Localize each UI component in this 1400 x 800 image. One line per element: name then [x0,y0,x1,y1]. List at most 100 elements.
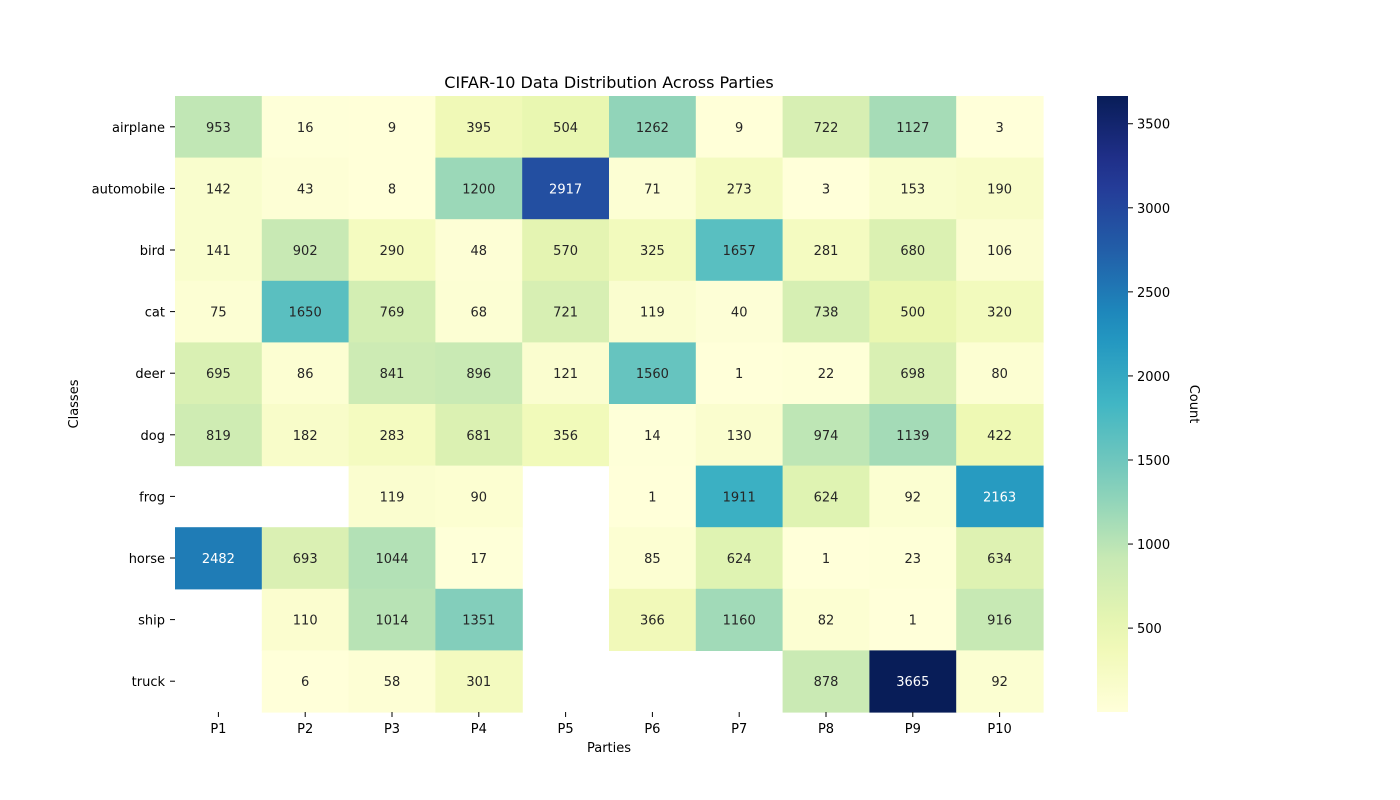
heatmap-cell [609,465,697,528]
cell-value-label: 974 [814,429,839,444]
heatmap-cell [869,280,957,343]
y-tick-label: automobile [92,182,165,197]
cell-value-label: 2482 [202,552,235,567]
cell-value-label: 2917 [549,182,582,197]
cell-value-label: 916 [987,614,1012,629]
cell-value-label: 110 [293,614,318,629]
cell-value-label: 769 [380,306,405,321]
heatmap-cell [609,219,697,282]
cell-value-label: 23 [905,552,922,567]
y-tick-label: deer [135,367,165,382]
cell-value-label: 80 [991,367,1008,382]
heatmap-cell [261,157,350,220]
cell-value-label: 693 [293,552,318,567]
cell-value-label: 1911 [723,490,756,505]
cell-value-label: 119 [380,490,405,505]
heatmap-cell [695,404,784,467]
heatmap-cell [695,280,784,343]
heatmap-cell [261,588,350,651]
heatmap-cell [175,404,263,467]
heatmap-cell [956,342,1044,405]
colorbar-tick-label: 2500 [1137,286,1170,301]
cell-value-label: 1 [735,367,743,382]
cell-value-label: 90 [471,490,488,505]
heatmap-cell [782,342,870,405]
x-tick-label: P9 [905,722,921,737]
cell-value-label: 721 [553,306,578,321]
heatmap-cell [609,527,697,590]
heatmap-cell [522,157,610,220]
cell-value-label: 48 [471,244,488,259]
heatmap-cell [869,404,957,467]
heatmap-cell [695,527,784,590]
cell-value-label: 68 [471,306,488,321]
heatmap-cell [609,404,697,467]
cell-value-label: 841 [380,367,405,382]
cell-value-label: 71 [644,182,661,197]
heatmap-cell [348,157,436,220]
heatmap-cell [435,280,523,343]
heatmap-cell [782,527,870,590]
cell-value-label: 14 [644,429,661,444]
heatmap-cell [435,342,523,405]
cell-value-label: 1200 [462,182,495,197]
y-tick-label: bird [140,244,165,259]
cell-value-label: 320 [987,306,1012,321]
heatmap-cell [261,527,350,590]
colorbar-tick-label: 2000 [1137,370,1170,385]
heatmap-cell [782,588,870,651]
heatmap-cell [782,219,870,282]
y-tick-label: horse [129,552,165,567]
heatmap-cell [435,404,523,467]
cell-value-label: 119 [640,306,665,321]
heatmap-cell [348,96,436,159]
cell-value-label: 504 [553,121,578,136]
cell-value-label: 624 [814,490,839,505]
cell-value-label: 1 [822,552,830,567]
cell-value-label: 142 [206,182,231,197]
cell-value-label: 1657 [723,244,756,259]
cell-value-label: 878 [814,675,839,690]
y-tick-label: frog [139,490,165,505]
cell-value-label: 680 [900,244,925,259]
x-tick-labels: P1 P2 P3 P4 P5 P6 P7 P8 P9 P10 [210,712,1012,737]
heatmap-cell [956,404,1044,467]
cell-value-label: 422 [987,429,1012,444]
cell-value-label: 92 [991,675,1008,690]
heatmap-cell [175,219,263,282]
heatmap-cell [261,219,350,282]
heatmap-cell [175,96,263,159]
heatmap-cell [782,280,870,343]
cell-value-label: 366 [640,614,665,629]
heatmap-cell [782,404,870,467]
cell-value-label: 283 [380,429,405,444]
heatmap-cell [869,342,957,405]
x-tick-label: P7 [731,722,747,737]
cell-value-label: 9 [735,121,743,136]
heatmap-cell [348,650,436,713]
cell-value-label: 281 [814,244,839,259]
cell-value-label: 3 [822,182,830,197]
cell-value-label: 1160 [723,614,756,629]
cell-value-label: 698 [900,367,925,382]
heatmap-cell [261,280,350,343]
cell-value-label: 953 [206,121,231,136]
heatmap-cell [435,527,523,590]
cell-value-label: 182 [293,429,318,444]
heatmap-cell [869,527,957,590]
x-tick-label: P6 [644,722,660,737]
heatmap-cell [869,96,957,159]
y-tick-label: ship [138,614,165,629]
cell-value-label: 153 [900,182,925,197]
heatmap-cell [435,96,523,159]
cell-value-label: 86 [297,367,314,382]
cell-value-label: 1262 [636,121,669,136]
cell-value-label: 1351 [462,614,495,629]
cell-value-label: 681 [466,429,491,444]
cell-value-label: 1139 [896,429,929,444]
colorbar-tick-label: 500 [1137,622,1162,637]
heatmap-cell [695,588,784,651]
heatmap-cell [348,280,436,343]
cell-value-label: 1014 [375,614,408,629]
